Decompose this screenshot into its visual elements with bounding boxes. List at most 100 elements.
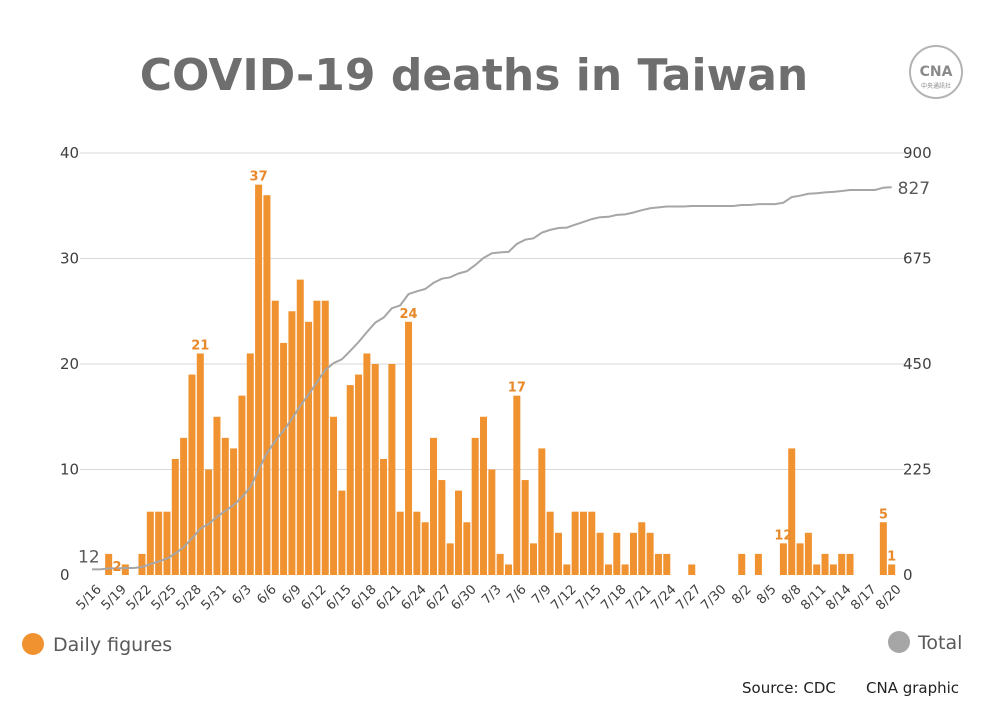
- daily-bar: [188, 374, 196, 575]
- daily-bar: [480, 416, 488, 575]
- x-tick-label: 5/19: [99, 582, 130, 613]
- logo-subtext: 中央通訊社: [921, 82, 951, 90]
- daily-bar: [388, 364, 396, 575]
- left-tick-label: 0: [60, 566, 70, 584]
- daily-bar: [463, 522, 471, 575]
- daily-bar: [604, 564, 612, 575]
- x-tick-label: 7/30: [698, 582, 729, 613]
- daily-bar: [346, 385, 354, 575]
- daily-data-label: 37: [250, 170, 268, 185]
- right-tick-label: 450: [903, 355, 932, 373]
- daily-bars: [105, 184, 896, 575]
- daily-bar: [296, 279, 304, 575]
- daily-bar: [838, 553, 846, 575]
- x-tick-label: 7/3: [479, 582, 504, 607]
- daily-bar: [271, 300, 279, 575]
- daily-bar: [813, 564, 821, 575]
- left-tick-label: 30: [60, 250, 79, 268]
- x-tick-label: 6/30: [448, 582, 479, 613]
- daily-data-label: 12: [774, 528, 792, 543]
- daily-bar: [171, 458, 179, 575]
- chart-title: COVID-19 deaths in Taiwan: [140, 50, 809, 101]
- daily-bar: [588, 511, 596, 575]
- legend: Daily figures Total: [22, 631, 962, 656]
- daily-bar: [621, 564, 629, 575]
- total-line: [92, 186, 892, 571]
- daily-bar: [471, 437, 479, 575]
- daily-bar: [430, 437, 438, 575]
- x-tick-label: 7/21: [623, 582, 654, 613]
- daily-bar: [638, 522, 646, 575]
- daily-bar: [196, 353, 204, 575]
- daily-bar: [255, 184, 263, 575]
- daily-bar: [221, 437, 229, 575]
- daily-bar: [246, 353, 254, 575]
- daily-bar: [121, 564, 129, 575]
- data-labels: 2 21 37 24 17 12 5 1 12 827: [78, 170, 930, 575]
- x-tick-label: 6/15: [323, 582, 354, 613]
- daily-bar: [380, 458, 388, 575]
- daily-bar: [330, 416, 338, 575]
- daily-bar: [779, 543, 787, 575]
- left-tick-label: 20: [60, 355, 79, 373]
- daily-bar: [105, 553, 113, 575]
- daily-bar: [305, 321, 313, 575]
- daily-bar: [355, 374, 363, 575]
- daily-bar: [788, 448, 796, 575]
- daily-bar: [554, 532, 562, 575]
- daily-bar: [363, 353, 371, 575]
- daily-bar: [804, 532, 812, 575]
- x-tick-label: 6/18: [348, 582, 379, 613]
- source-label: Source: CDC: [742, 679, 836, 697]
- x-tick-label: 6/21: [373, 582, 404, 613]
- daily-bar: [688, 564, 696, 575]
- daily-bar: [529, 543, 537, 575]
- daily-bar: [496, 553, 504, 575]
- daily-data-label: 5: [879, 507, 888, 522]
- daily-bar: [405, 321, 413, 575]
- daily-bar: [546, 511, 554, 575]
- right-tick-label: 900: [903, 144, 932, 162]
- daily-data-label: 21: [191, 338, 209, 353]
- x-tick-label: 6/6: [254, 582, 279, 607]
- x-tick-label: 7/24: [648, 582, 679, 613]
- daily-bar: [396, 511, 404, 575]
- daily-bar: [321, 300, 329, 575]
- legend-total-marker: [888, 631, 910, 653]
- daily-bar: [288, 311, 296, 575]
- daily-bar: [213, 416, 221, 575]
- daily-bar: [754, 553, 762, 575]
- right-tick-label: 0: [903, 566, 913, 584]
- x-tick-label: 5/16: [74, 582, 105, 613]
- daily-bar: [146, 511, 154, 575]
- total-data-label: 827: [898, 179, 930, 199]
- daily-bar: [413, 511, 421, 575]
- daily-bar: [263, 195, 271, 575]
- daily-bar: [821, 553, 829, 575]
- daily-bar: [488, 469, 496, 575]
- x-tick-label: 5/22: [124, 582, 155, 613]
- daily-data-label: 24: [399, 307, 417, 322]
- x-tick-label: 5/31: [199, 582, 230, 613]
- daily-bar: [646, 532, 654, 575]
- left-tick-label: 10: [60, 461, 79, 479]
- total-data-label: 12: [78, 547, 100, 567]
- daily-bar: [663, 553, 671, 575]
- daily-bar: [180, 437, 188, 575]
- x-tick-label: 8/17: [848, 582, 879, 613]
- daily-bar: [421, 522, 429, 575]
- daily-bar: [538, 448, 546, 575]
- daily-bar: [654, 553, 662, 575]
- daily-bar: [163, 511, 171, 575]
- x-tick-label: 8/11: [798, 582, 829, 613]
- daily-bar: [629, 532, 637, 575]
- x-tick-label: 5/28: [174, 582, 205, 613]
- x-tick-label: 6/27: [423, 582, 454, 613]
- left-tick-label: 40: [60, 144, 79, 162]
- daily-bar: [596, 532, 604, 575]
- daily-bar: [846, 553, 854, 575]
- daily-bar: [571, 511, 579, 575]
- daily-bar: [888, 564, 896, 575]
- daily-bar: [205, 469, 213, 575]
